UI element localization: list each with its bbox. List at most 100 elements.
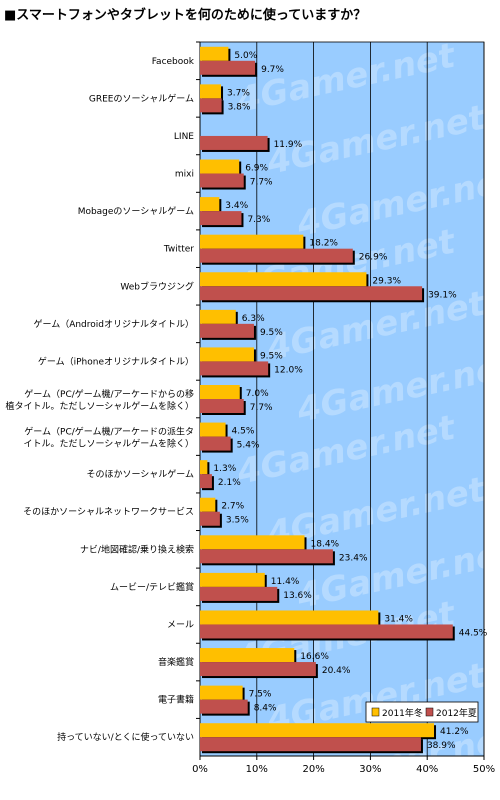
category-label: Twitter bbox=[163, 245, 194, 255]
data-label: 3.8% bbox=[228, 102, 251, 112]
category-label: GREEのソーシャルゲーム bbox=[89, 92, 194, 104]
bar-2011 bbox=[200, 347, 254, 362]
legend-box bbox=[365, 701, 479, 723]
data-label: 7.7% bbox=[250, 178, 273, 188]
data-label: 13.6% bbox=[283, 591, 312, 601]
data-label: 16.6% bbox=[300, 652, 329, 662]
bar-2011 bbox=[200, 159, 240, 174]
category-label: Webブラウジング bbox=[120, 280, 194, 292]
bar-2011 bbox=[200, 572, 265, 587]
data-label: 38.9% bbox=[427, 741, 456, 751]
bar-2012 bbox=[200, 474, 212, 489]
data-label: 4.5% bbox=[232, 427, 255, 437]
bar-2011 bbox=[200, 648, 295, 663]
data-label: 18.2% bbox=[309, 239, 338, 249]
category-label: 音楽鑑賞 bbox=[158, 656, 194, 668]
bar-2012 bbox=[200, 737, 421, 752]
data-label: 44.5% bbox=[459, 628, 488, 638]
category-label: mixi bbox=[175, 170, 194, 180]
x-tick-label: 20% bbox=[302, 764, 324, 775]
x-tick-label: 0% bbox=[192, 764, 208, 775]
category-label: 植タイトル。ただしソーシャルゲームを除く） bbox=[5, 400, 194, 412]
category-label: ゲーム（iPhoneオリジナルタイトル） bbox=[38, 355, 194, 367]
category-label: Facebook bbox=[152, 57, 195, 67]
bar-2012 bbox=[200, 98, 222, 113]
data-label: 11.9% bbox=[274, 140, 303, 150]
data-label: 31.4% bbox=[384, 614, 413, 624]
category-label: イトル。ただしソーシャルゲームを除く） bbox=[23, 438, 194, 450]
category-label: ゲーム（PC/ゲーム機/アーケードからの移 bbox=[24, 388, 194, 400]
category-label: ゲーム（Androidオリジナルタイトル） bbox=[33, 318, 194, 330]
category-label: LINE bbox=[174, 132, 194, 142]
bar-2011 bbox=[200, 234, 304, 249]
bar-2012 bbox=[200, 586, 278, 601]
bar-2011 bbox=[200, 535, 305, 550]
data-label: 8.4% bbox=[254, 704, 277, 714]
data-label: 3.5% bbox=[226, 516, 249, 526]
bar-2012 bbox=[200, 511, 220, 526]
category-label: そのほかソーシャルネットワークサービス bbox=[23, 507, 194, 518]
data-label: 5.4% bbox=[237, 441, 260, 451]
bar-2011 bbox=[200, 610, 379, 625]
data-label: 7.7% bbox=[250, 403, 273, 413]
legend-swatch bbox=[425, 707, 434, 717]
bar-2012 bbox=[200, 323, 254, 338]
data-label: 6.9% bbox=[245, 164, 268, 174]
data-label: 39.1% bbox=[428, 290, 457, 300]
data-label: 20.4% bbox=[322, 666, 351, 676]
data-label: 6.3% bbox=[242, 314, 265, 324]
bar-2011 bbox=[200, 385, 240, 399]
bar-2011 bbox=[200, 84, 222, 99]
category-label: ナビ/地図確認/乗り換え検索 bbox=[80, 543, 194, 555]
data-label: 9.5% bbox=[260, 328, 283, 338]
category-label: そのほかソーシャルゲーム bbox=[86, 468, 194, 480]
bar-2012 bbox=[200, 361, 269, 376]
category-label: メール bbox=[167, 620, 194, 630]
category-label: 持っていない/とくに使っていない bbox=[57, 731, 194, 743]
bar-2011 bbox=[200, 497, 216, 512]
data-label: 29.3% bbox=[372, 276, 401, 286]
data-label: 41.2% bbox=[440, 727, 469, 737]
bar-2011 bbox=[200, 272, 367, 287]
bar-2012 bbox=[200, 624, 453, 639]
bar-2012 bbox=[200, 399, 244, 413]
x-tick-label: 30% bbox=[359, 764, 381, 775]
x-tick-label: 40% bbox=[416, 764, 438, 775]
legend-label: 2012年夏 bbox=[436, 707, 477, 719]
bar-2012 bbox=[200, 549, 333, 564]
bar-2011 bbox=[200, 422, 226, 437]
x-tick-label: 10% bbox=[246, 764, 268, 775]
data-label: 12.0% bbox=[274, 365, 303, 375]
category-label: 電子書籍 bbox=[158, 694, 194, 706]
bar-2012 bbox=[200, 662, 316, 677]
category-label: Mobageのソーシャルゲーム bbox=[78, 205, 194, 217]
bar-2012 bbox=[200, 436, 231, 451]
x-tick-label: 50% bbox=[473, 764, 495, 775]
bar-2012 bbox=[200, 286, 423, 301]
data-label: 5.0% bbox=[234, 51, 257, 61]
bar-2011 bbox=[200, 309, 236, 324]
bar-2011 bbox=[200, 46, 229, 61]
data-label: 7.3% bbox=[247, 215, 270, 225]
data-label: 2.7% bbox=[221, 502, 244, 512]
bar-2011 bbox=[200, 460, 208, 475]
data-label: 11.4% bbox=[271, 577, 300, 587]
bar-2011 bbox=[200, 723, 435, 738]
data-label: 1.3% bbox=[213, 464, 236, 474]
data-label: 18.4% bbox=[311, 539, 340, 549]
bar-2012 bbox=[200, 248, 353, 263]
data-label: 7.0% bbox=[246, 389, 269, 399]
data-label: 3.4% bbox=[225, 201, 248, 211]
data-label: 7.5% bbox=[249, 690, 272, 700]
category-label: ムービー/テレビ鑑賞 bbox=[110, 581, 194, 593]
data-label: 9.5% bbox=[260, 351, 283, 361]
bar-2012 bbox=[200, 135, 268, 150]
bar-2011 bbox=[200, 197, 220, 212]
bar-2012 bbox=[200, 211, 242, 226]
legend-swatch bbox=[371, 707, 380, 717]
data-label: 3.7% bbox=[227, 88, 250, 98]
bar-2012 bbox=[200, 173, 244, 188]
legend-label: 2011年冬 bbox=[382, 707, 423, 719]
data-label: 26.9% bbox=[359, 253, 388, 263]
